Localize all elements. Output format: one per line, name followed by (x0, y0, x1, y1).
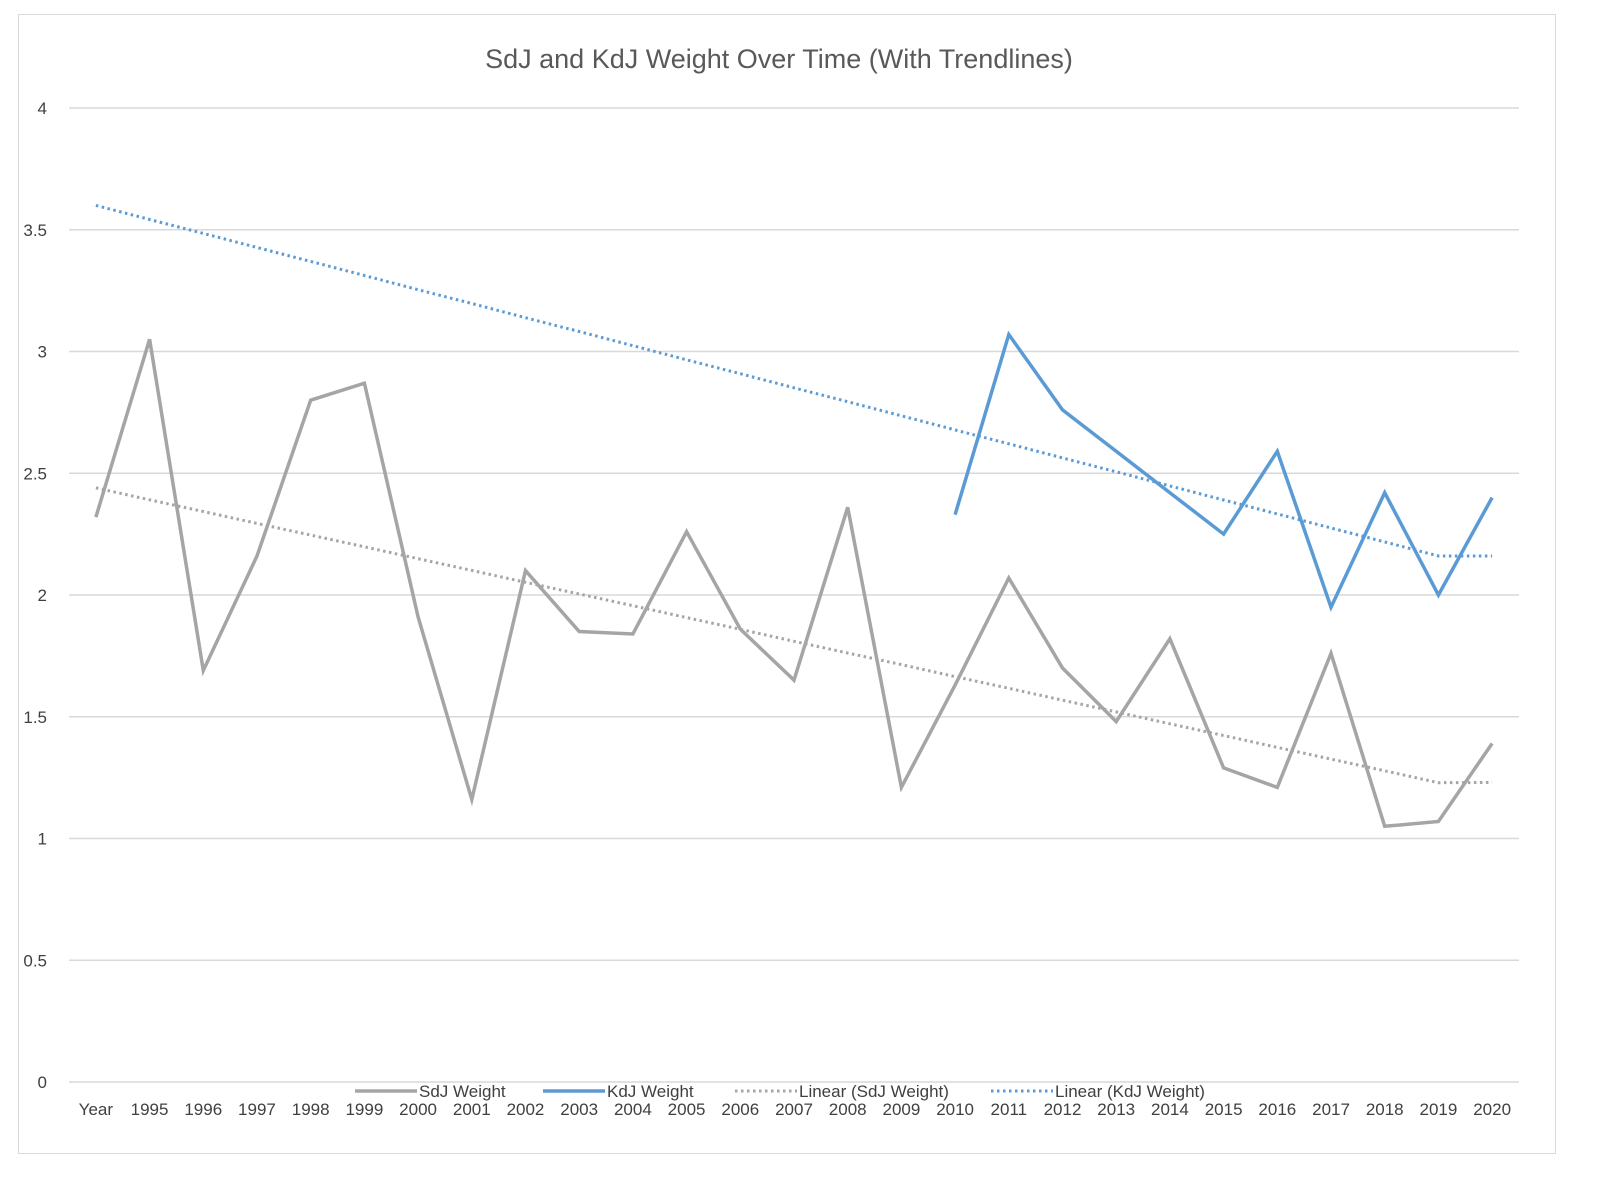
x-tick-label: 2013 (1097, 1100, 1135, 1119)
x-tick-label: 2009 (882, 1100, 920, 1119)
x-tick-label: 2007 (775, 1100, 813, 1119)
x-tick-label: 2001 (453, 1100, 491, 1119)
series-line-linear-sdj-weight (95, 486, 1493, 785)
x-axis: Year 1995 1996 1997 1998 1999 2000 2001 2002 2003… (79, 1100, 1511, 1119)
legend: SdJ Weight KdJ Weight Linear (SdJ Weight) L… (355, 1082, 1205, 1101)
series-line-kdj-weight (953, 330, 1494, 612)
x-tick-label: 2014 (1151, 1100, 1189, 1119)
y-tick-label: 0 (38, 1073, 47, 1092)
x-tick-label: 1995 (131, 1100, 169, 1119)
y-tick-label: 0.5 (23, 951, 47, 970)
x-tick-label: 2011 (991, 1100, 1028, 1119)
x-tick-label: 2002 (507, 1100, 545, 1119)
series-line-sdj-weight (94, 338, 1494, 829)
legend-label: Linear (KdJ Weight) (1055, 1082, 1205, 1101)
line-chart: SdJ and KdJ Weight Over Time (With Trend… (23, 44, 1519, 1119)
x-tick-label: 2010 (936, 1100, 974, 1119)
x-tick-label: 1996 (184, 1100, 222, 1119)
x-tick-label: 2004 (614, 1100, 652, 1119)
legend-label: Linear (SdJ Weight) (799, 1082, 949, 1101)
legend-label: SdJ Weight (419, 1082, 506, 1101)
y-tick-label: 3.5 (23, 221, 47, 240)
series-line-linear-kdj-weight (95, 203, 1493, 558)
y-tick-label: 1 (38, 830, 47, 849)
y-tick-label: 4 (38, 99, 47, 118)
x-tick-label: 2003 (560, 1100, 598, 1119)
x-tick-label: 2020 (1473, 1100, 1511, 1119)
x-tick-label: 1997 (238, 1100, 276, 1119)
x-tick-label: 2018 (1366, 1100, 1404, 1119)
x-tick-label: 1998 (292, 1100, 330, 1119)
y-tick-label: 2 (38, 586, 47, 605)
x-tick-label: 2006 (721, 1100, 759, 1119)
x-tick-label: 2016 (1258, 1100, 1296, 1119)
y-tick-label: 1.5 (23, 708, 47, 727)
y-axis: 0 0.5 1 1.5 2 2.5 3 3.5 4 (23, 99, 47, 1092)
x-tick-label: 2015 (1205, 1100, 1243, 1119)
x-tick-label: 2019 (1420, 1100, 1458, 1119)
series-lines (94, 203, 1494, 829)
y-tick-label: 3 (38, 343, 47, 362)
x-tick-label: 2005 (668, 1100, 706, 1119)
gridlines (69, 107, 1519, 1083)
chart-title: SdJ and KdJ Weight Over Time (With Trend… (485, 44, 1073, 74)
chart-frame: SdJ and KdJ Weight Over Time (With Trend… (18, 14, 1556, 1154)
x-tick-label: 2008 (829, 1100, 867, 1119)
y-tick-label: 2.5 (23, 464, 47, 483)
x-tick-label: 2000 (399, 1100, 437, 1119)
legend-label: KdJ Weight (607, 1082, 694, 1101)
x-tick-label: 2017 (1312, 1100, 1350, 1119)
x-tick-label: 2012 (1044, 1100, 1082, 1119)
x-tick-label: 1999 (345, 1100, 383, 1119)
x-tick-label: Year (79, 1100, 114, 1119)
